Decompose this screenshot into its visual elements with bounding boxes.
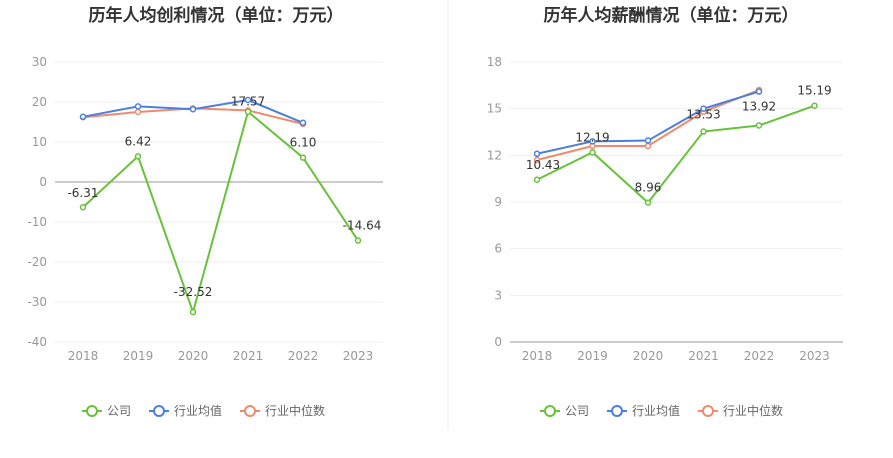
y-tick-label: -30: [27, 295, 47, 309]
data-label: 13.53: [686, 108, 720, 122]
data-label: -14.64: [343, 219, 382, 233]
legend-label: 行业均值: [174, 403, 222, 418]
data-label: 8.96: [635, 181, 662, 195]
y-tick-label: 0: [494, 335, 502, 349]
legend-item-company[interactable]: 公司: [82, 404, 131, 418]
avg-point: [589, 138, 596, 145]
x-tick-label: 2018: [522, 349, 553, 363]
company-line: [536, 104, 815, 205]
legend-item-company[interactable]: 公司: [540, 404, 589, 418]
profit-chart-title: 历年人均创利情况（单位：万元）: [89, 5, 344, 26]
company-point: [79, 203, 87, 211]
x-tick-label: 2020: [178, 349, 209, 363]
avg-point: [755, 88, 763, 95]
legend-label: 行业均值: [632, 403, 680, 418]
y-tick-label: -40: [27, 335, 47, 349]
company-point: [244, 108, 252, 115]
x-tick-label: 2020: [633, 349, 664, 363]
x-tick-label: 2021: [688, 349, 719, 363]
legend-marker-icon: [244, 405, 256, 417]
x-tick-label: 2019: [123, 349, 154, 363]
data-label: 6.10: [290, 136, 317, 150]
company-point: [755, 122, 763, 129]
profit-chart-legend: 公司 行业均值 行业中位数: [82, 403, 325, 418]
salary-chart-legend: 公司 行业均值 行业中位数: [540, 403, 783, 418]
company-point: [134, 153, 142, 160]
company-point: [299, 154, 307, 161]
avg-point: [533, 150, 541, 158]
profit-chart: 历年人均创利情况（单位：万元） 30 20 10 0 -10 -20 -30 -40 2018…: [27, 5, 383, 418]
median-point: [134, 108, 142, 116]
data-label: 17.57: [231, 95, 265, 109]
x-tick-label: 2019: [577, 349, 608, 363]
avg-point: [79, 113, 87, 121]
legend-item-avg[interactable]: 行业均值: [607, 403, 680, 418]
avg-point: [189, 105, 197, 113]
legend-label: 行业中位数: [723, 403, 783, 418]
y-tick-label: 10: [32, 135, 47, 149]
legend-marker-icon: [86, 405, 98, 417]
company-point: [589, 149, 596, 156]
legend-label: 行业中位数: [265, 403, 325, 418]
data-label: -32.52: [174, 285, 213, 299]
company-point: [533, 176, 541, 184]
y-tick-label: 6: [494, 242, 502, 256]
avg-point: [134, 103, 142, 110]
avg-point: [644, 137, 652, 144]
x-tick-label: 2021: [233, 349, 264, 363]
company-point: [700, 128, 707, 135]
y-tick-label: 12: [487, 148, 502, 162]
y-tick-label: 30: [32, 55, 47, 69]
y-tick-label: -20: [27, 255, 47, 269]
data-label: -6.31: [67, 186, 98, 200]
company-point: [811, 102, 818, 109]
y-tick-label: 20: [32, 95, 47, 109]
salary-chart: 历年人均薪酬情况（单位：万元） 18 15 12 9 6 3 0 2018 2019 2020 2…: [487, 5, 843, 418]
legend-marker-icon: [544, 405, 556, 417]
company-line: [82, 109, 359, 316]
x-tick-label: 2023: [343, 349, 374, 363]
data-label: 13.92: [742, 99, 776, 113]
y-tick-label: -10: [27, 215, 47, 229]
y-tick-label: 0: [39, 175, 47, 189]
legend-label: 公司: [565, 404, 589, 418]
x-tick-label: 2023: [799, 349, 830, 363]
legend-marker-icon: [702, 405, 714, 417]
data-label: 6.42: [125, 134, 152, 148]
company-point: [189, 308, 197, 316]
legend-marker-icon: [611, 405, 623, 417]
company-point: [644, 199, 652, 206]
y-tick-label: 3: [494, 288, 502, 302]
median-point: [644, 142, 652, 150]
legend-label: 公司: [107, 404, 131, 418]
avg-point: [700, 105, 707, 112]
company-point: [354, 237, 362, 244]
x-tick-label: 2022: [288, 349, 319, 363]
x-tick-label: 2018: [68, 349, 99, 363]
y-tick-label: 9: [494, 195, 502, 209]
x-tick-label: 2022: [744, 349, 775, 363]
median-point: [533, 156, 541, 164]
legend-item-avg[interactable]: 行业均值: [149, 403, 222, 418]
y-tick-label: 15: [487, 102, 502, 116]
salary-chart-title: 历年人均薪酬情况（单位：万元）: [544, 5, 799, 26]
median-line: [536, 89, 760, 161]
data-label: 10.43: [526, 158, 560, 172]
legend-marker-icon: [153, 405, 165, 417]
avg-point: [244, 96, 252, 104]
data-label: 12.19: [575, 130, 609, 144]
y-tick-label: 18: [487, 55, 502, 69]
legend-item-median[interactable]: 行业中位数: [240, 403, 325, 418]
avg-point: [299, 119, 307, 127]
data-label: 15.19: [797, 84, 831, 98]
legend-item-median[interactable]: 行业中位数: [698, 403, 783, 418]
